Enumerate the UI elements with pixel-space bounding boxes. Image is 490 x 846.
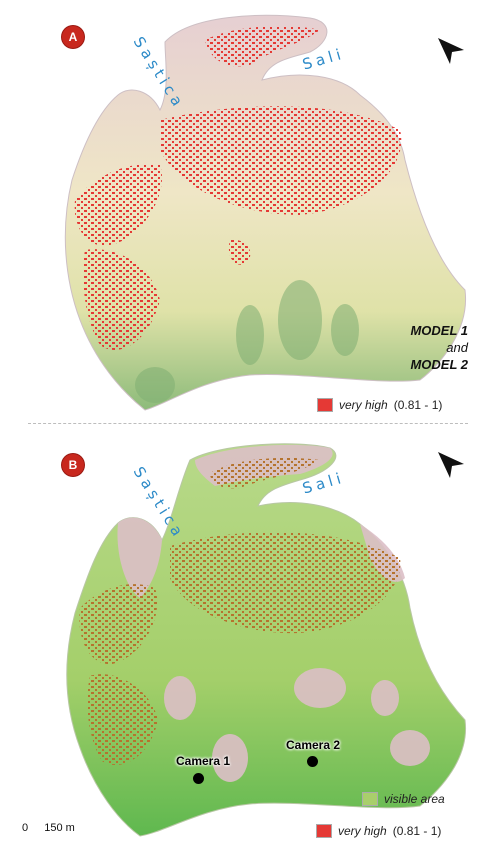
scale-bar: 0 150 m — [22, 822, 75, 834]
legend-range-a: (0.81 - 1) — [393, 398, 443, 412]
panel-divider — [28, 423, 468, 424]
legend-swatch-very-high-a — [317, 398, 333, 412]
scale-start: 0 — [22, 822, 29, 834]
camera-2-marker — [307, 756, 318, 767]
terrain-shape-a — [64, 14, 467, 411]
panel-b: B Saștica Sali Camera 1 Camera 2 visible… — [0, 428, 490, 846]
terrain-map-a — [64, 14, 467, 411]
legend-b-very-high: very high (0.81 - 1) — [316, 824, 441, 838]
high-susceptibility-zones-a — [74, 26, 402, 350]
panel-a: A Saștica Sali MODEL 1 and MODEL 2 very … — [0, 0, 490, 420]
panel-a-badge: A — [62, 26, 84, 48]
legend-range-b: (0.81 - 1) — [392, 824, 442, 838]
terrain-map-b — [66, 443, 467, 837]
model-line-2: and — [446, 340, 468, 355]
north-arrow-icon — [438, 452, 464, 478]
high-susceptibility-zones-b — [79, 457, 401, 766]
legend-a-very-high: very high (0.81 - 1) — [317, 398, 442, 412]
model-line-3: MODEL 2 — [410, 357, 468, 372]
legend-label-visible-area: visible area — [384, 792, 445, 806]
camera-2-label: Camera 2 — [286, 738, 341, 752]
model-line-1: MODEL 1 — [410, 323, 468, 338]
camera-1-marker — [193, 773, 204, 784]
legend-b-visible-area: visible area — [362, 792, 445, 806]
camera-1-label: Camera 1 — [176, 754, 231, 768]
model-label: MODEL 1 and MODEL 2 — [410, 322, 468, 373]
north-arrow-icon — [438, 38, 464, 64]
panel-b-badge: B — [62, 454, 84, 476]
legend-swatch-visible-area — [362, 792, 378, 806]
legend-swatch-very-high-b — [316, 824, 332, 838]
legend-label-a: very high — [339, 398, 388, 412]
scale-end: 150 m — [44, 822, 75, 834]
legend-label-very-high-b: very high — [338, 824, 387, 838]
